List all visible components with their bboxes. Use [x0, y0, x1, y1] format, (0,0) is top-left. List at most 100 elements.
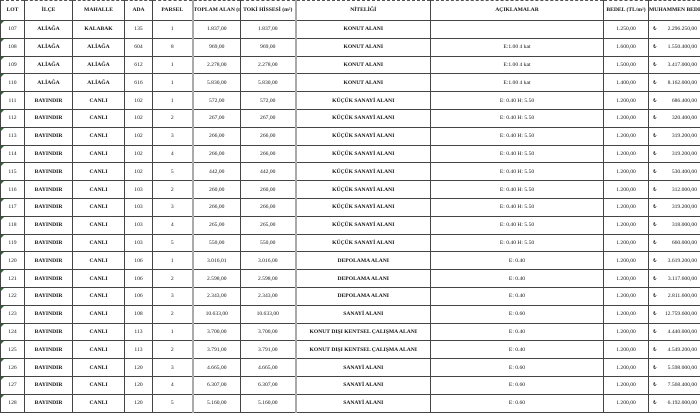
cell-ada[interactable]: 108	[125, 305, 153, 323]
cell-toki-hissesi[interactable]: 4.665,00	[241, 359, 296, 377]
cell-toki-hissesi[interactable]: 1.837,00	[241, 21, 296, 39]
cell-parsel[interactable]: 1	[153, 74, 193, 92]
cell-ilce[interactable]: ALİAĞA	[25, 21, 73, 39]
cell-ada[interactable]: 102	[125, 163, 153, 181]
cell-bedel[interactable]: 1.200,00	[604, 198, 649, 216]
cell-ada[interactable]: 106	[125, 252, 153, 270]
cell-toplam-alan[interactable]: 266,00	[193, 145, 241, 163]
cell-lot[interactable]: 117	[1, 198, 25, 216]
cell-muhammen-bedel[interactable]: ₺3.417.000,00	[649, 56, 700, 74]
cell-muhammen-bedel[interactable]: ₺3.117.600,00	[649, 270, 700, 288]
cell-toplam-alan[interactable]: 2.343,00	[193, 287, 241, 305]
cell-parsel[interactable]: 3	[153, 359, 193, 377]
cell-muhammen-bedel[interactable]: ₺319.200,00	[649, 198, 700, 216]
cell-parsel[interactable]: 1	[153, 92, 193, 110]
cell-ada[interactable]: 120	[125, 376, 153, 394]
cell-mahalle[interactable]: ALİAĞA	[73, 74, 125, 92]
cell-bedel[interactable]: 1.200,00	[604, 323, 649, 341]
cell-aciklamalar[interactable]: E: 0.40 H: 5.50	[431, 181, 604, 199]
cell-toplam-alan[interactable]: 5.830,00	[193, 74, 241, 92]
column-header-muhammen-bedel[interactable]: MUHAMMEN BEDEL (TL)	[649, 1, 700, 21]
cell-mahalle[interactable]: CANLI	[73, 376, 125, 394]
cell-mahalle[interactable]: CANLI	[73, 305, 125, 323]
cell-toplam-alan[interactable]: 1.837,00	[193, 21, 241, 39]
cell-lot[interactable]: 109	[1, 56, 25, 74]
cell-lot[interactable]: 119	[1, 234, 25, 252]
cell-toplam-alan[interactable]: 572,00	[193, 92, 241, 110]
cell-mahalle[interactable]: CANLI	[73, 109, 125, 127]
cell-parsel[interactable]: 3	[153, 287, 193, 305]
cell-niteligi[interactable]: KÜÇÜK SANAYİ ALANI	[296, 234, 431, 252]
cell-ada[interactable]: 102	[125, 127, 153, 145]
cell-aciklamalar[interactable]	[431, 21, 604, 39]
cell-niteligi[interactable]: KONUT ALANI	[296, 21, 431, 39]
cell-niteligi[interactable]: DEPOLAMA ALANI	[296, 270, 431, 288]
cell-ilce[interactable]: BAYINDIR	[25, 359, 73, 377]
cell-bedel[interactable]: 1.600,00	[604, 38, 649, 56]
cell-ada[interactable]: 120	[125, 394, 153, 412]
cell-muhammen-bedel[interactable]: ₺660.000,00	[649, 234, 700, 252]
cell-toplam-alan[interactable]: 260,00	[193, 181, 241, 199]
cell-toki-hissesi[interactable]: 3.016,00	[241, 252, 296, 270]
cell-niteligi[interactable]: DEPOLAMA ALANI	[296, 287, 431, 305]
cell-muhammen-bedel[interactable]: ₺6.192.000,00	[649, 394, 700, 412]
cell-parsel[interactable]: 2	[153, 109, 193, 127]
cell-mahalle[interactable]: CANLI	[73, 127, 125, 145]
cell-lot[interactable]: 128	[1, 394, 25, 412]
cell-bedel[interactable]: 1.200,00	[604, 376, 649, 394]
cell-toki-hissesi[interactable]: 3.700,00	[241, 323, 296, 341]
cell-mahalle[interactable]: CANLI	[73, 359, 125, 377]
cell-parsel[interactable]: 3	[153, 198, 193, 216]
cell-toki-hissesi[interactable]: 3.791,00	[241, 341, 296, 359]
cell-ada[interactable]: 612	[125, 56, 153, 74]
column-header-ilce[interactable]: İLÇE	[25, 1, 73, 21]
cell-toki-hissesi[interactable]: 442,00	[241, 163, 296, 181]
cell-aciklamalar[interactable]: E: 0.40 H: 5.50	[431, 163, 604, 181]
cell-ilce[interactable]: ALİAĞA	[25, 56, 73, 74]
cell-aciklamalar[interactable]: E: 0.60	[431, 376, 604, 394]
cell-mahalle[interactable]: CANLI	[73, 92, 125, 110]
cell-parsel[interactable]: 5	[153, 394, 193, 412]
cell-niteligi[interactable]: KÜÇÜK SANAYİ ALANI	[296, 109, 431, 127]
cell-toki-hissesi[interactable]: 572,00	[241, 92, 296, 110]
cell-parsel[interactable]: 4	[153, 376, 193, 394]
cell-mahalle[interactable]: KALABAK	[73, 21, 125, 39]
cell-parsel[interactable]: 1	[153, 21, 193, 39]
cell-mahalle[interactable]: CANLI	[73, 270, 125, 288]
cell-toplam-alan[interactable]: 267,00	[193, 109, 241, 127]
cell-ilce[interactable]: BAYINDIR	[25, 305, 73, 323]
column-header-mahalle[interactable]: MAHALLE	[73, 1, 125, 21]
cell-aciklamalar[interactable]: E:1.00 4 kat	[431, 56, 604, 74]
column-header-ada[interactable]: ADA	[125, 1, 153, 21]
cell-ada[interactable]: 102	[125, 92, 153, 110]
cell-bedel[interactable]: 1.200,00	[604, 92, 649, 110]
cell-bedel[interactable]: 1.200,00	[604, 127, 649, 145]
cell-lot[interactable]: 118	[1, 216, 25, 234]
column-header-niteligi[interactable]: NİTELİĞİ	[296, 1, 431, 21]
cell-mahalle[interactable]: CANLI	[73, 287, 125, 305]
cell-muhammen-bedel[interactable]: ₺320.400,00	[649, 109, 700, 127]
cell-mahalle[interactable]: CANLI	[73, 394, 125, 412]
cell-toki-hissesi[interactable]: 266,00	[241, 198, 296, 216]
cell-ada[interactable]: 103	[125, 198, 153, 216]
cell-niteligi[interactable]: SANAYİ ALANI	[296, 359, 431, 377]
cell-toki-hissesi[interactable]: 6.307,00	[241, 376, 296, 394]
cell-muhammen-bedel[interactable]: ₺319.200,00	[649, 145, 700, 163]
cell-parsel[interactable]: 1	[153, 323, 193, 341]
cell-ada[interactable]: 135	[125, 21, 153, 39]
cell-ilce[interactable]: BAYINDIR	[25, 109, 73, 127]
cell-ada[interactable]: 113	[125, 341, 153, 359]
cell-mahalle[interactable]: CANLI	[73, 198, 125, 216]
cell-toki-hissesi[interactable]: 2.343,00	[241, 287, 296, 305]
cell-ilce[interactable]: BAYINDIR	[25, 376, 73, 394]
cell-niteligi[interactable]: KONUT ALANI	[296, 56, 431, 74]
cell-niteligi[interactable]: KÜÇÜK SANAYİ ALANI	[296, 92, 431, 110]
cell-toki-hissesi[interactable]: 10.633,00	[241, 305, 296, 323]
cell-ada[interactable]: 102	[125, 109, 153, 127]
cell-mahalle[interactable]: ALİAĞA	[73, 56, 125, 74]
column-header-parsel[interactable]: PARSEL	[153, 1, 193, 21]
cell-aciklamalar[interactable]: E: 0.60	[431, 359, 604, 377]
cell-muhammen-bedel[interactable]: ₺4.549.200,00	[649, 341, 700, 359]
cell-parsel[interactable]: 2	[153, 181, 193, 199]
cell-muhammen-bedel[interactable]: ₺1.550.400,00	[649, 38, 700, 56]
